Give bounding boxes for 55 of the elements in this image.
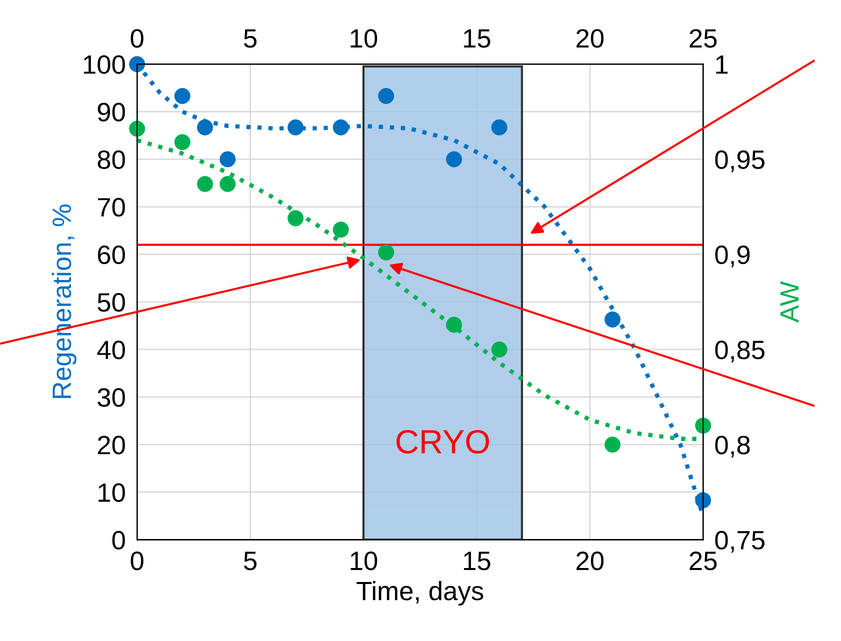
x-tick-label: 20: [576, 552, 604, 570]
x2-tick-label: 0: [130, 29, 144, 48]
point: [491, 341, 508, 358]
y-axis-title: Regeneration, %: [52, 204, 76, 398]
point: [197, 119, 213, 136]
x-tick-label: 5: [244, 552, 257, 570]
y-tick-label: 90: [98, 102, 125, 122]
y-tick-label: 80: [98, 150, 125, 170]
point: [129, 56, 146, 72]
point: [378, 88, 394, 104]
y-tick-label: 50: [98, 293, 125, 312]
y2-tick-label: 0,8: [715, 436, 750, 458]
point: [695, 492, 712, 508]
point: [491, 119, 508, 136]
y2-tick-label: 0,85: [715, 340, 764, 362]
y2-axis-title: AW: [780, 281, 799, 323]
x2-tick-label: 20: [576, 29, 604, 48]
y-tick-label: 70: [98, 198, 125, 217]
y2-tick-label: 1: [716, 56, 728, 74]
y-tick-label: 10: [98, 483, 125, 502]
point: [174, 134, 190, 150]
x-tick-label: 25: [690, 552, 717, 570]
point: [220, 176, 236, 192]
x2-tick-label: 10: [350, 29, 378, 48]
y-tick-label: 40: [97, 340, 125, 360]
band-label: CRYO: [396, 430, 489, 454]
point: [604, 436, 620, 453]
point: [695, 418, 712, 434]
point: [446, 316, 462, 333]
point: [332, 222, 349, 238]
point: [332, 119, 349, 136]
y-tick-label: 60: [98, 245, 125, 264]
y-tick-label: 0: [112, 530, 125, 550]
x2-tick-label: 5: [244, 29, 257, 48]
point: [174, 88, 190, 104]
point: [446, 151, 462, 168]
x2-tick-label: 25: [690, 29, 717, 48]
x-tick-label: 10: [350, 552, 378, 570]
y2-tick-label: 0,95: [715, 150, 764, 172]
x-axis-title: Time, days: [356, 580, 484, 606]
y2-tick-label: 0,9: [715, 245, 750, 268]
y-tick-label: 20: [98, 436, 125, 454]
y2-tick-label: 0,75: [715, 530, 764, 553]
y-tick-label: 30: [98, 388, 125, 407]
point: [288, 119, 304, 136]
x-tick-label: 0: [130, 552, 144, 570]
point: [197, 176, 213, 192]
point: [288, 210, 304, 226]
point: [604, 312, 620, 328]
y-tick-label: 100: [84, 55, 125, 74]
x2-tick-label: 15: [464, 29, 490, 48]
x-tick-label: 15: [464, 552, 490, 570]
point: [220, 151, 236, 168]
point: [129, 120, 146, 137]
point: [378, 244, 394, 260]
